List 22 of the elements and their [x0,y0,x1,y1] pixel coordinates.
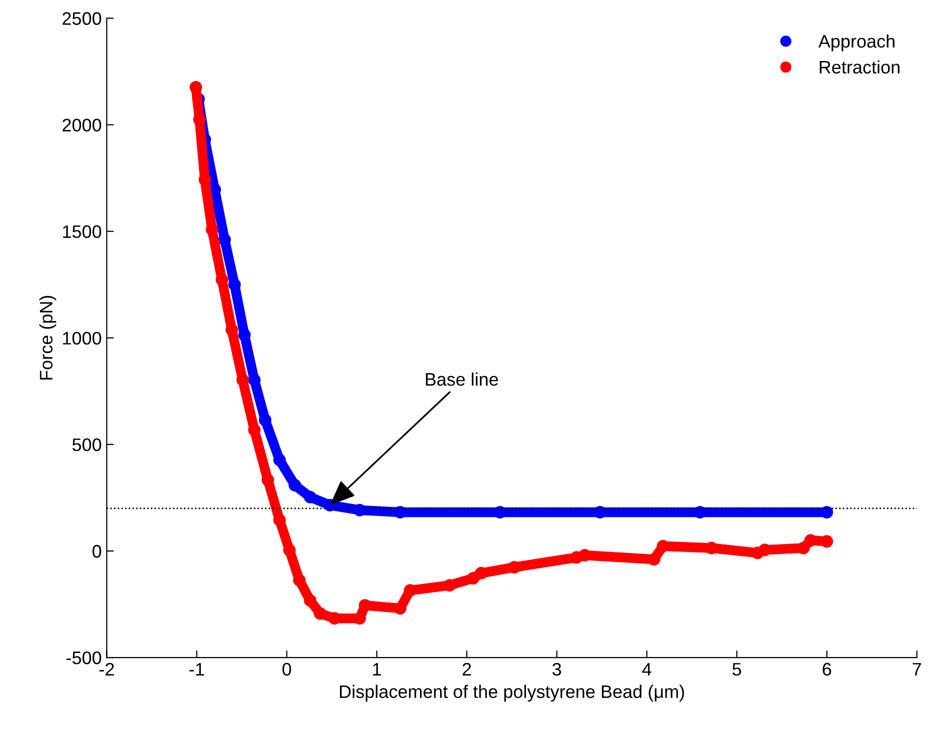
legend-label: Approach [818,34,894,52]
y-tick-label: 2500 [62,12,102,25]
legend-label: Retraction [820,60,900,74]
y-tick-label: 2000 [62,118,102,132]
y-tick-label: 0 [92,544,102,558]
y-tick-label: 1000 [63,332,102,345]
x-axis-title: Displacement of the polystyrene Bead (μm) [340,684,684,702]
x-tick-label: 6 [822,662,832,676]
x-tick-label: 5 [732,663,742,676]
x-tick-label: 2 [462,662,471,676]
x-tick-label: 3 [552,662,562,676]
y-tick-label: -500 [66,651,102,664]
x-tick-label: -2 [99,662,114,676]
y-axis-title: Force (pN) [39,296,56,380]
x-tick-label: -1 [190,663,204,676]
annotation: Base line [426,372,498,386]
x-tick-label: 0 [282,662,292,676]
x-tick-label: 4 [642,663,652,676]
y-tick-label: 1500 [63,225,102,238]
x-tick-label: 1 [373,663,381,676]
x-tick-label: 7 [912,663,921,676]
y-tick-label: 500 [72,438,102,452]
